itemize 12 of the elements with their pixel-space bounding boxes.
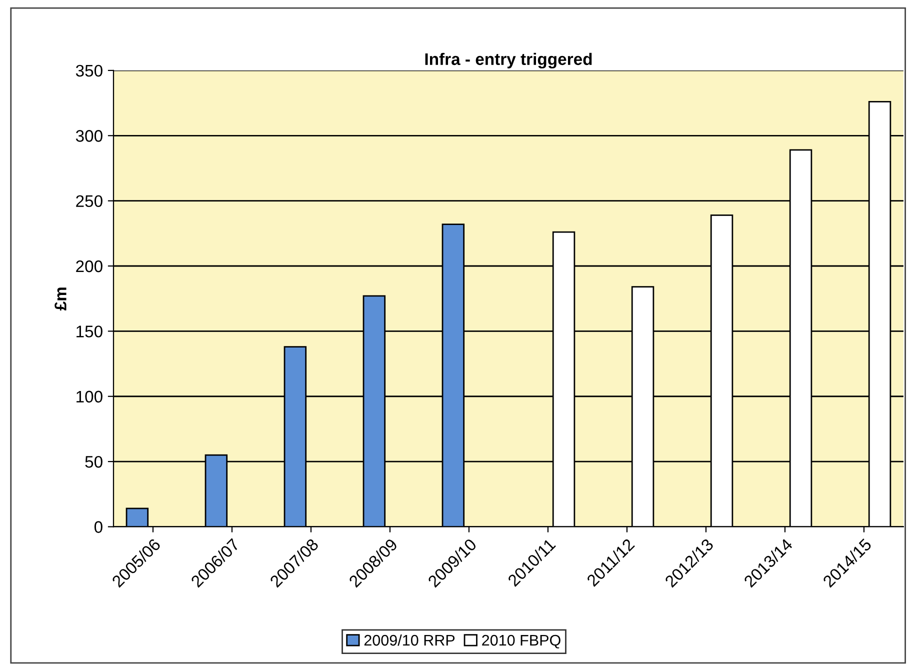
y-tick-label: 50 <box>85 456 102 468</box>
legend-label: 2010 FBPQ <box>482 634 560 648</box>
y-tick-label: 100 <box>76 390 102 403</box>
chart-title: Infra - entry triggered <box>425 52 592 68</box>
y-tick-label: 250 <box>76 195 102 208</box>
legend-label: 2009/10 RRP <box>364 634 455 646</box>
y-axis-title: £m <box>54 288 66 310</box>
y-tick-label: 0 <box>94 521 102 533</box>
y-tick-label: 200 <box>76 260 102 272</box>
y-tick-label: 300 <box>76 130 102 142</box>
y-tick-label: 150 <box>76 326 102 338</box>
y-tick-label: 350 <box>76 64 102 77</box>
